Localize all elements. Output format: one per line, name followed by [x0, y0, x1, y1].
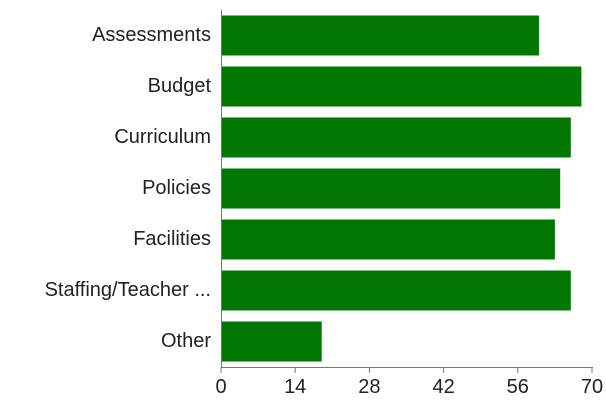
- category-labels: Assessments Budget Curriculum Policies Facil…: [45, 24, 212, 352]
- category-label-4: Facilities: [133, 228, 211, 250]
- x-tick-label-5: 70: [581, 376, 603, 398]
- x-tick-label-3: 42: [432, 376, 454, 398]
- bar-2: [222, 117, 571, 158]
- bars: [222, 15, 582, 362]
- bar-4: [222, 219, 555, 260]
- x-axis-ticks: 0 14 28 42 56 70: [215, 367, 603, 398]
- category-label-0: Assessments: [92, 24, 211, 46]
- x-tick-label-0: 0: [215, 376, 226, 398]
- bar-6: [222, 321, 322, 362]
- category-label-3: Policies: [142, 177, 211, 199]
- bar-5: [222, 270, 571, 311]
- category-label-1: Budget: [148, 75, 212, 97]
- x-tick-label-4: 56: [507, 376, 529, 398]
- category-label-2: Curriculum: [114, 126, 211, 148]
- x-tick-label-1: 14: [284, 376, 306, 398]
- bar-1: [222, 66, 582, 107]
- x-tick-label-2: 28: [358, 376, 380, 398]
- bar-3: [222, 168, 561, 209]
- category-label-5: Staffing/Teacher ...: [45, 279, 211, 301]
- category-label-6: Other: [161, 330, 211, 352]
- bar-0: [222, 15, 539, 56]
